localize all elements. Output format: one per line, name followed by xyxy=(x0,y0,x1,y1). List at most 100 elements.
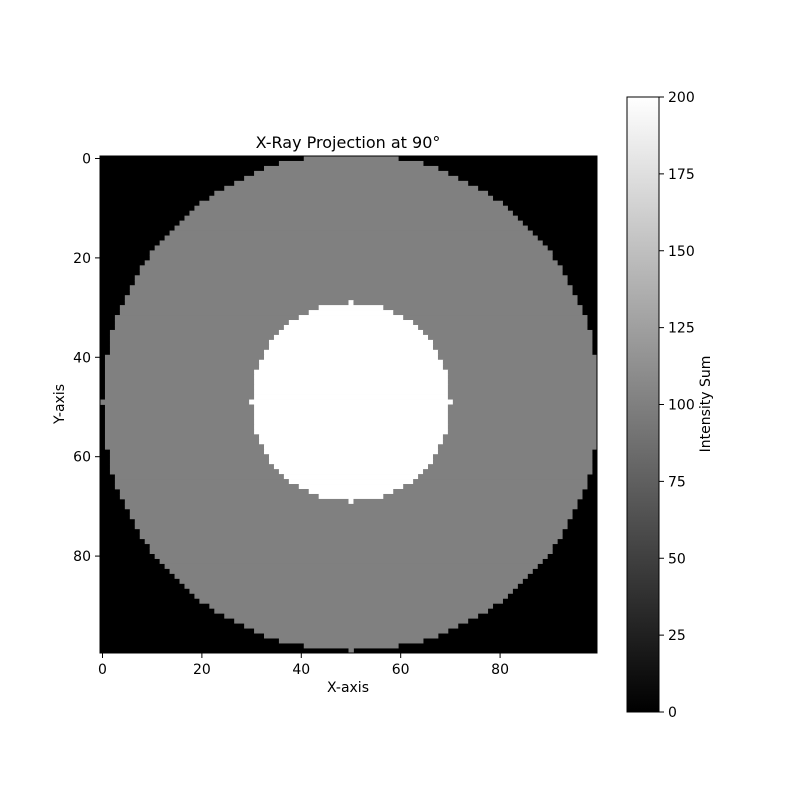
heatmap-cell-run xyxy=(184,583,518,589)
heatmap-cell-run xyxy=(134,518,568,525)
x-tick-label: 40 xyxy=(292,662,310,678)
heatmap-cell-run xyxy=(100,399,250,405)
heatmap-cell-run xyxy=(423,469,593,475)
heatmap-cell-run xyxy=(264,449,439,455)
heatmap-cell-run xyxy=(154,553,548,559)
y-axis-ticks: 0 20 40 60 80 xyxy=(73,151,100,565)
heatmap-cell-run xyxy=(447,424,598,430)
heatmap-cell-run xyxy=(109,449,265,455)
heatmap-cell-run xyxy=(139,533,563,540)
heatmap-cell-run xyxy=(169,230,533,236)
heatmap-cell-run xyxy=(353,300,578,306)
heatmap-cell-run xyxy=(104,404,255,410)
heatmap-cell-run xyxy=(104,359,260,366)
heatmap-cell-run xyxy=(268,344,434,351)
heatmap-cell-run xyxy=(278,329,424,336)
colorbar-gradient xyxy=(626,96,660,713)
heatmap-cell-run xyxy=(423,329,593,336)
heatmap-cell-run xyxy=(432,459,593,465)
heatmap-cell-run xyxy=(104,384,255,390)
heatmap-cell-run xyxy=(348,300,354,306)
heatmap-cell-run xyxy=(139,265,563,271)
heatmap-cell-run xyxy=(109,459,270,465)
colorbar-tick-label: 200 xyxy=(668,90,695,106)
heatmap-cell-run xyxy=(114,315,300,321)
colorbar-ticks: 0 25 50 75 100 125 150 175 200 xyxy=(659,90,695,721)
heatmap-cell-run xyxy=(348,498,354,505)
heatmap-cell-run xyxy=(199,200,503,207)
x-axis-label: X-axis xyxy=(327,680,369,696)
heatmap-cell-run xyxy=(278,638,424,644)
heatmap-cell-run xyxy=(114,484,300,490)
heatmap-cell-run xyxy=(119,493,320,500)
heatmap-cell-run xyxy=(254,389,449,395)
heatmap-cell-run xyxy=(124,498,349,505)
heatmap-cell-run xyxy=(259,439,444,445)
heatmap-cell-run xyxy=(234,618,469,624)
x-tick-label: 60 xyxy=(392,662,410,678)
heatmap-cell-run xyxy=(264,349,439,356)
colorbar-tick-label: 50 xyxy=(668,551,686,567)
x-tick-label: 80 xyxy=(491,662,509,678)
heatmap-cell-run xyxy=(149,543,553,550)
heatmap-cell-run xyxy=(264,444,439,450)
heatmap-cell-run xyxy=(447,429,598,435)
heatmap-cell-run xyxy=(119,305,320,311)
heatmap-cell-run xyxy=(129,513,573,520)
x-tick-label: 0 xyxy=(98,662,107,678)
heatmap-cell-run xyxy=(432,339,593,346)
heatmap-cell-run xyxy=(393,310,583,316)
heatmap-cell-run xyxy=(164,563,538,569)
heatmap-cell-run xyxy=(303,643,399,649)
heatmap-cell-run xyxy=(268,459,434,465)
heatmap-cell-run xyxy=(234,180,469,187)
heatmap-cell-run xyxy=(308,488,394,495)
heatmap-cell-run xyxy=(124,295,578,301)
heatmap-cell-run xyxy=(432,454,593,460)
heatmap-cell-run xyxy=(254,409,449,415)
heatmap-cell-run xyxy=(104,394,255,400)
heatmap-cell-run xyxy=(149,548,553,554)
heatmap-cell-run xyxy=(154,245,548,251)
heatmap-cell-run xyxy=(114,479,290,485)
colorbar-tick-label: 125 xyxy=(668,321,695,337)
heatmap-cell-run xyxy=(447,379,598,386)
heatmap-cell-run xyxy=(447,404,598,410)
heatmap-cell-run xyxy=(129,290,573,296)
colorbar-tick-label: 75 xyxy=(668,474,686,490)
heatmap-cell-run xyxy=(249,399,454,405)
y-axis-label: Y-axis xyxy=(52,384,68,425)
heatmap-cell-run xyxy=(254,628,449,634)
heatmap-cell-run xyxy=(418,324,588,331)
heatmap-cell-run xyxy=(278,469,424,475)
heatmap-cell-run xyxy=(283,474,419,480)
heatmap-cell-run xyxy=(139,528,563,535)
heatmap-cell-run xyxy=(254,369,449,376)
heatmap-cell-run xyxy=(109,454,270,460)
heatmap-cell-run xyxy=(134,280,568,286)
heatmap-cell-run xyxy=(447,389,598,395)
colorbar: 0 25 50 75 100 125 150 175 200 Intensity Sum xyxy=(626,90,714,721)
heatmap-cell-run xyxy=(259,434,444,440)
heatmap-cell-run xyxy=(259,364,444,371)
heatmap-cell-run xyxy=(403,315,588,321)
heatmap-cell-run xyxy=(114,474,285,480)
colorbar-tick-label: 100 xyxy=(668,398,695,414)
heatmap-cell-run xyxy=(413,479,588,485)
heatmap-cell-run xyxy=(114,320,290,326)
heatmap-cell-run xyxy=(134,523,568,530)
heatmap-cell-run xyxy=(288,479,414,485)
heatmap-cell-run xyxy=(104,434,260,440)
x-axis-ticks: 0 20 40 60 80 xyxy=(98,653,509,678)
heatmap-cell-run xyxy=(254,404,449,410)
heatmap-cell-run xyxy=(442,364,598,371)
heatmap-cell-run xyxy=(104,409,255,415)
heatmap-cell-run xyxy=(298,315,404,321)
heatmap-cell-run xyxy=(383,493,583,500)
heatmap-cell-run xyxy=(109,339,270,346)
heatmap-cell-run xyxy=(288,320,414,326)
heatmap-cell-run xyxy=(184,215,518,222)
heatmap-cell-run xyxy=(254,374,449,381)
heatmap-cell-run xyxy=(442,439,598,445)
